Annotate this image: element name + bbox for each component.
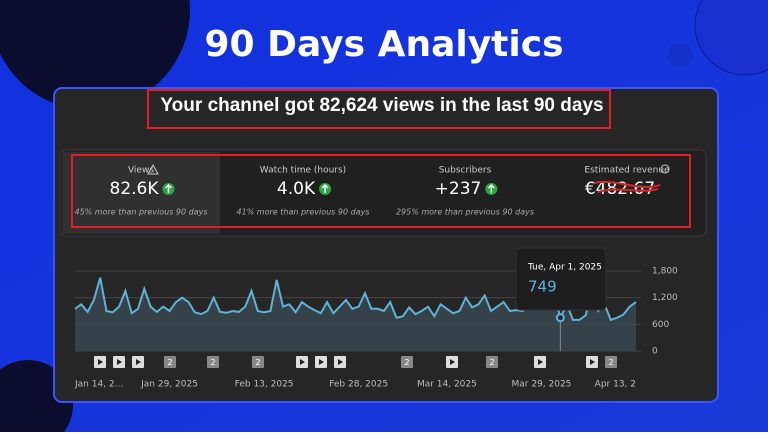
metric-note: 295% more than previous 90 days bbox=[396, 208, 534, 217]
event-count: 2 bbox=[489, 358, 494, 367]
event-marker bbox=[164, 356, 176, 368]
event-marker bbox=[207, 356, 219, 368]
x-tick-label: Apr 13, 2 bbox=[595, 380, 636, 390]
event-marker bbox=[252, 356, 264, 368]
screenshot-panel bbox=[53, 87, 719, 403]
clock-icon bbox=[660, 164, 670, 174]
page-title: 90 Days Analytics bbox=[204, 24, 563, 65]
event-count: 2 bbox=[404, 358, 409, 367]
up-arrow bbox=[321, 183, 329, 193]
x-tick-label: Mar 14, 2025 bbox=[417, 380, 477, 390]
decor-circle bbox=[694, 0, 768, 76]
play-icon bbox=[300, 359, 305, 365]
tooltip bbox=[515, 247, 607, 311]
event-count: 2 bbox=[608, 358, 613, 367]
metric-value: 4.0K bbox=[277, 179, 316, 199]
play-icon bbox=[590, 359, 595, 365]
play-icon bbox=[98, 359, 103, 365]
highlight-box bbox=[71, 154, 691, 228]
y-tick-label: 600 bbox=[652, 320, 669, 330]
x-tick-label: Jan 29, 2025 bbox=[140, 380, 198, 390]
up-arrow bbox=[164, 183, 173, 193]
event-count: 2 bbox=[210, 358, 215, 367]
y-tick-label: 1,800 bbox=[652, 267, 678, 277]
metric-note: 45% more than previous 90 days bbox=[74, 208, 207, 217]
area bbox=[75, 277, 636, 351]
highlight-box bbox=[147, 89, 611, 129]
event-marker bbox=[605, 356, 617, 368]
metric-value: 82.6K bbox=[110, 179, 160, 199]
metric-label: Subscribers bbox=[439, 166, 492, 176]
x-tick-label: Feb 13, 2025 bbox=[235, 380, 294, 390]
metric-selected bbox=[62, 152, 220, 234]
event-marker bbox=[486, 356, 498, 368]
play-icon bbox=[538, 359, 543, 365]
metric-label: Watch time (hours) bbox=[260, 166, 346, 176]
event-count: 2 bbox=[167, 358, 172, 367]
x-tick-label: Mar 29, 2025 bbox=[511, 380, 571, 390]
play-icon bbox=[450, 359, 455, 365]
metric-label: Views bbox=[128, 166, 154, 176]
event-marker bbox=[401, 356, 413, 368]
warning-icon bbox=[147, 163, 159, 175]
decor-circle bbox=[0, 0, 190, 110]
event-count: 2 bbox=[255, 358, 260, 367]
up-arrow bbox=[487, 183, 495, 193]
hover-point bbox=[555, 313, 565, 323]
scribble bbox=[593, 180, 661, 193]
headline: Your channel got 82,624 views in the las… bbox=[160, 95, 603, 116]
decor-circle bbox=[668, 43, 692, 67]
play-icon bbox=[338, 359, 343, 365]
metric-value: +237 bbox=[435, 179, 482, 199]
play-icon bbox=[136, 359, 141, 365]
play-icon bbox=[319, 359, 324, 365]
x-tick-label: Jan 14, 2... bbox=[74, 380, 123, 390]
y-tick-label: 0 bbox=[652, 347, 658, 357]
metric-label: Estimated revenue bbox=[584, 166, 670, 176]
metrics-card bbox=[59, 149, 707, 237]
y-tick-label: 1,200 bbox=[652, 293, 678, 303]
tooltip-value: 749 bbox=[528, 278, 557, 296]
tooltip-date: Tue, Apr 1, 2025 bbox=[527, 263, 602, 273]
x-tick-label: Feb 28, 2025 bbox=[329, 380, 388, 390]
metric-note: 41% more than previous 90 days bbox=[236, 208, 369, 217]
play-icon bbox=[117, 359, 122, 365]
